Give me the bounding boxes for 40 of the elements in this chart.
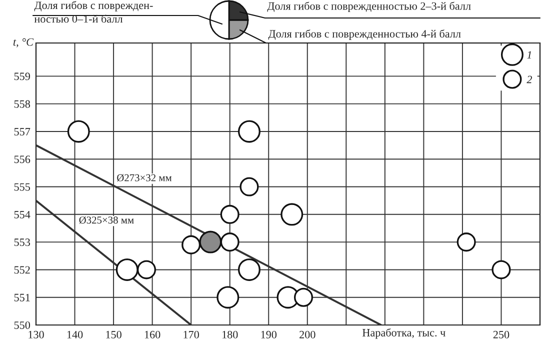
legend-label: 1 (527, 51, 532, 59)
x-tick-label: 160 (144, 330, 160, 338)
point (238, 258, 260, 281)
x-tick-label: 190 (261, 330, 277, 338)
x-axis-title: Наработка, тыс. ч (362, 328, 446, 339)
x-tick-label: 200 (300, 330, 316, 338)
point (216, 286, 240, 309)
point (492, 260, 511, 280)
y-tick-label: 556 (14, 156, 30, 164)
y-tick-label: 558 (14, 100, 30, 108)
y-tick-label: 551 (14, 294, 30, 302)
y-tick-label: 559 (14, 72, 30, 80)
annotation: Ø325×38 мм (79, 216, 134, 224)
x-tick-label: 140 (67, 330, 83, 338)
point (238, 120, 260, 143)
y-tick-label: 552 (14, 266, 30, 274)
point (67, 120, 90, 143)
point (294, 288, 314, 307)
point (220, 232, 240, 252)
point (136, 260, 156, 280)
y-axis-title: t, °C (13, 38, 34, 48)
point (240, 177, 259, 196)
point (182, 235, 201, 254)
x-tick-label: 250 (493, 330, 510, 338)
y-tick-label: 554 (14, 210, 30, 218)
point (116, 258, 138, 281)
y-tick-label: 557 (14, 128, 30, 136)
x-tick-label: 180 (222, 330, 238, 338)
point (280, 203, 304, 226)
point (220, 204, 240, 224)
x-tick-label: 130 (28, 330, 44, 338)
x-tick-label: 150 (106, 330, 122, 338)
y-tick-label: 555 (14, 183, 30, 191)
y-tick-label: 553 (14, 238, 30, 246)
x-tick-label: 170 (184, 330, 199, 338)
annotation: Ø273×32 мм (117, 174, 172, 182)
point (199, 230, 222, 254)
legend-label: 2 (526, 76, 532, 84)
y-tick-label: 550 (14, 321, 30, 329)
point (456, 232, 476, 252)
